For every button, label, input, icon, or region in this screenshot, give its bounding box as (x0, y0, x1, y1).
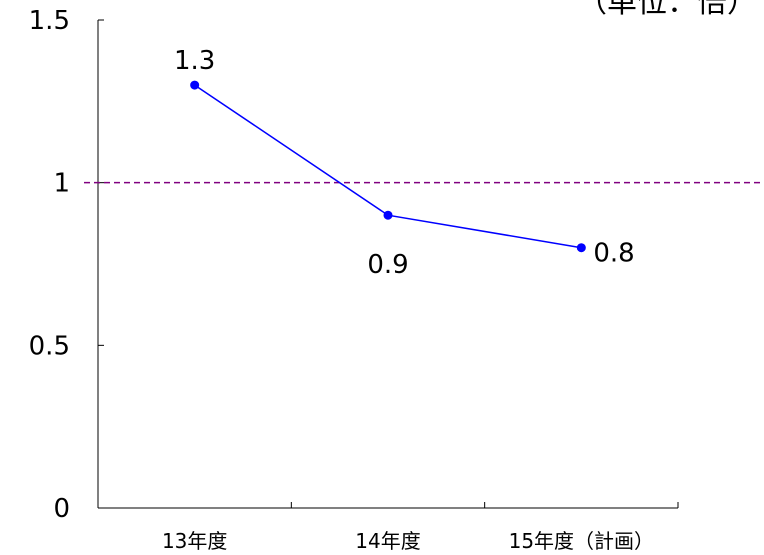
series-group (190, 81, 586, 253)
x-tick-label: 13年度 (162, 529, 227, 553)
data-point (384, 211, 393, 220)
data-point (577, 243, 586, 252)
x-tick-label: 15年度（計画） (509, 529, 654, 553)
x-tick-label: 14年度 (355, 529, 420, 553)
y-tick-label: 1.5 (29, 6, 70, 36)
data-label: 0.9 (367, 250, 408, 280)
series-line (195, 85, 582, 248)
y-tick-label: 0.5 (29, 331, 70, 361)
y-tick-label: 1 (53, 169, 70, 199)
y-tick-label: 0 (53, 494, 70, 524)
chart-axes: 0 0.5 1 1.5 13年度 14年度 15年度（計画） (29, 6, 678, 553)
data-point (190, 81, 199, 90)
data-label: 1.3 (174, 46, 215, 76)
data-label: 0.8 (593, 239, 634, 269)
unit-label: （単位：倍） (577, 0, 757, 20)
